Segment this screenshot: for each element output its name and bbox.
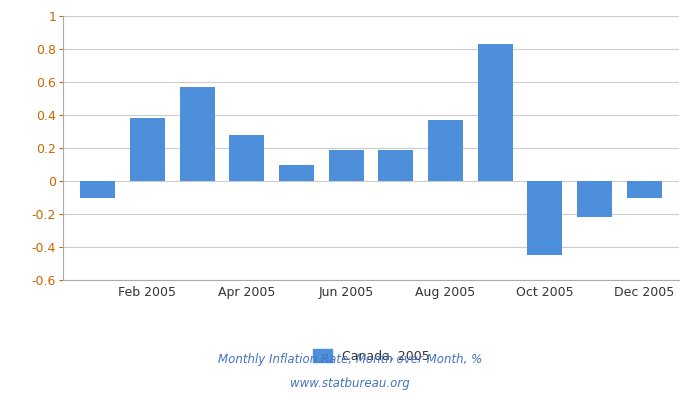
Bar	[180, 87, 214, 181]
Bar	[130, 118, 164, 181]
Bar	[626, 181, 662, 198]
Text: www.statbureau.org: www.statbureau.org	[290, 378, 410, 390]
Bar	[279, 164, 314, 181]
Bar	[230, 135, 264, 181]
Bar	[528, 181, 562, 255]
Bar	[80, 181, 116, 198]
Text: Monthly Inflation Rate, Month over Month, %: Monthly Inflation Rate, Month over Month…	[218, 354, 482, 366]
Bar	[329, 150, 363, 181]
Bar	[478, 44, 512, 181]
Bar	[578, 181, 612, 217]
Legend: Canada, 2005: Canada, 2005	[308, 344, 434, 368]
Bar	[379, 150, 413, 181]
Bar	[428, 120, 463, 181]
